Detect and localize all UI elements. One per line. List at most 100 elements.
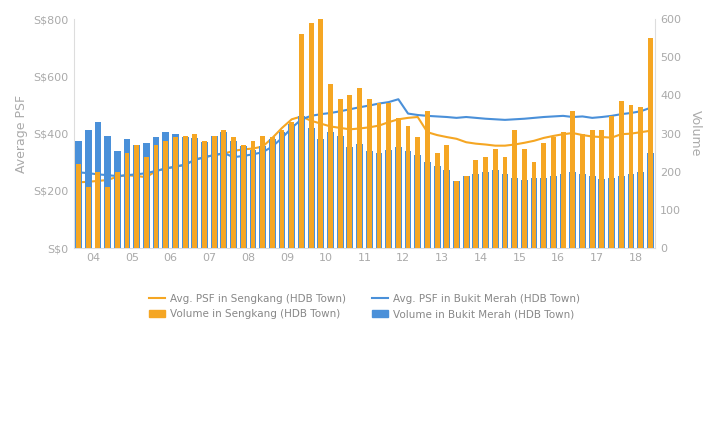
Bar: [376, 103, 381, 248]
Bar: [482, 172, 489, 248]
Bar: [648, 38, 652, 248]
Bar: [181, 137, 189, 248]
Bar: [250, 150, 257, 248]
Bar: [462, 177, 470, 248]
Bar: [338, 99, 343, 248]
Bar: [230, 141, 237, 248]
Bar: [531, 177, 538, 248]
Bar: [269, 139, 276, 248]
Bar: [608, 177, 615, 248]
Bar: [191, 138, 198, 248]
Bar: [327, 132, 334, 248]
Bar: [348, 95, 352, 248]
Bar: [85, 130, 92, 248]
Bar: [571, 111, 575, 248]
Bar: [531, 162, 536, 248]
Bar: [435, 153, 440, 248]
Bar: [637, 172, 644, 248]
Bar: [627, 174, 635, 248]
Bar: [366, 151, 373, 248]
Bar: [86, 187, 90, 248]
Bar: [541, 143, 546, 248]
Bar: [599, 130, 604, 248]
Bar: [222, 130, 227, 248]
Bar: [328, 84, 333, 248]
Bar: [231, 138, 236, 248]
Bar: [569, 172, 576, 248]
Bar: [445, 145, 450, 248]
Bar: [270, 138, 275, 248]
Bar: [202, 141, 207, 248]
Bar: [395, 147, 402, 248]
Bar: [221, 132, 227, 248]
Bar: [414, 155, 421, 248]
Bar: [406, 126, 410, 248]
Bar: [357, 88, 362, 248]
Bar: [609, 116, 614, 248]
Bar: [386, 103, 391, 248]
Bar: [425, 111, 430, 248]
Bar: [76, 164, 81, 248]
Bar: [579, 174, 586, 248]
Bar: [134, 145, 139, 248]
Bar: [95, 122, 101, 248]
Bar: [561, 132, 566, 248]
Bar: [114, 151, 120, 248]
Bar: [288, 124, 295, 248]
Bar: [173, 138, 178, 248]
Bar: [192, 134, 197, 248]
Bar: [541, 177, 547, 248]
Bar: [629, 105, 633, 248]
Bar: [492, 170, 498, 248]
Bar: [493, 149, 498, 248]
Bar: [511, 177, 518, 248]
Bar: [279, 132, 285, 248]
Bar: [473, 174, 479, 248]
Bar: [260, 146, 266, 248]
Bar: [356, 144, 363, 248]
Bar: [212, 135, 217, 248]
Bar: [143, 143, 150, 248]
Bar: [376, 153, 382, 248]
Bar: [290, 122, 294, 248]
Bar: [346, 147, 353, 248]
Bar: [483, 156, 488, 248]
Bar: [503, 156, 508, 248]
Bar: [473, 160, 478, 248]
Bar: [172, 135, 179, 248]
Bar: [125, 153, 129, 248]
Y-axis label: Volume: Volume: [689, 111, 702, 157]
Y-axis label: Average PSF: Average PSF: [15, 94, 28, 173]
Bar: [521, 180, 528, 248]
Bar: [299, 34, 304, 248]
Bar: [647, 153, 654, 248]
Bar: [424, 162, 431, 248]
Bar: [367, 99, 371, 248]
Bar: [115, 172, 120, 248]
Bar: [512, 130, 517, 248]
Bar: [522, 149, 527, 248]
Bar: [385, 150, 392, 248]
Bar: [250, 141, 255, 248]
Bar: [75, 141, 82, 248]
Bar: [309, 23, 313, 248]
Legend: Avg. PSF in Sengkang (HDB Town), Volume in Sengkang (HDB Town), Avg. PSF in Buki: Avg. PSF in Sengkang (HDB Town), Volume …: [145, 290, 584, 323]
Bar: [162, 132, 169, 248]
Bar: [318, 139, 324, 248]
Bar: [201, 142, 208, 248]
Bar: [599, 179, 605, 248]
Bar: [318, 15, 323, 248]
Bar: [337, 135, 343, 248]
Bar: [298, 116, 305, 248]
Bar: [404, 151, 412, 248]
Bar: [551, 138, 556, 248]
Bar: [415, 138, 420, 248]
Bar: [123, 139, 130, 248]
Bar: [580, 134, 585, 248]
Bar: [619, 101, 624, 248]
Bar: [454, 181, 459, 248]
Bar: [443, 170, 450, 248]
Bar: [144, 156, 149, 248]
Bar: [260, 135, 265, 248]
Bar: [396, 118, 401, 248]
